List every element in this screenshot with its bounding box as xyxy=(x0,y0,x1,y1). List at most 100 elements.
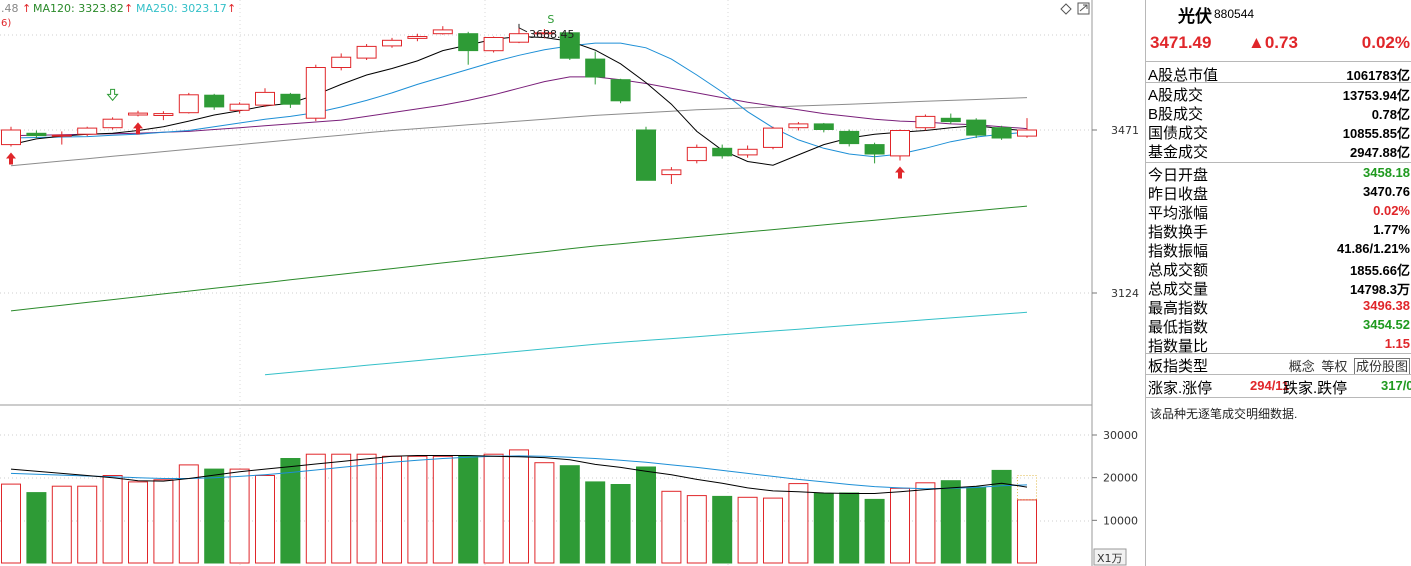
volume-ma-line xyxy=(10,455,1028,490)
quote-row-value: 1855.66亿 xyxy=(1350,263,1410,278)
divider xyxy=(1146,82,1411,83)
sell-signal-mark: S xyxy=(547,13,554,26)
candle-body xyxy=(890,130,910,157)
candle-body xyxy=(153,113,174,116)
volume-bar xyxy=(966,486,987,564)
no-tick-data-note: 该品种无逐笔成交明细数据. xyxy=(1150,407,1298,421)
candle-body xyxy=(51,134,72,137)
quote-row-label: B股成交 xyxy=(1148,106,1204,123)
volume-bar xyxy=(153,479,174,564)
quote-row-value: 1.15 xyxy=(1384,336,1410,351)
quote-row: B股成交 0.78亿 xyxy=(1146,102,1411,123)
buy-signal-arrow xyxy=(133,122,143,135)
last-price: 3471.49 xyxy=(1150,33,1212,52)
candle-body xyxy=(534,32,555,35)
volume-bar xyxy=(991,469,1012,564)
volume-bar xyxy=(788,483,809,564)
volume-bar xyxy=(534,462,555,564)
candle-body xyxy=(712,147,733,157)
volume-bar xyxy=(610,484,631,564)
quote-row-label: 平均涨幅 xyxy=(1148,205,1209,222)
quote-row: A股成交 13753.94亿 xyxy=(1146,83,1411,104)
quote-row: 最低指数 3454.52 xyxy=(1146,315,1411,336)
quote-row: 总成交量 14798.3万 xyxy=(1146,277,1411,298)
rise-fall-row: 涨家.涨停 294/11 跌家.跌停 317/0 xyxy=(1146,376,1411,397)
candle-body xyxy=(102,118,123,129)
candle-body xyxy=(356,45,377,59)
quote-row-label: 今日开盘 xyxy=(1148,167,1209,184)
candle-body xyxy=(839,130,860,145)
index-name: 光伏 xyxy=(1178,7,1212,26)
volume-bar xyxy=(585,481,606,564)
tag-constituents[interactable]: 成份股图 xyxy=(1353,358,1410,375)
quote-row-label: 总成交量 xyxy=(1148,281,1209,298)
divider xyxy=(1146,353,1411,354)
candlestick-series: 3688.45 xyxy=(1,23,1037,185)
volume-bar xyxy=(407,455,428,564)
volume-bar xyxy=(26,492,47,564)
ma250-line xyxy=(264,311,1028,376)
sub-legend: 6) xyxy=(1,18,11,29)
volume-bar xyxy=(636,466,656,564)
candle-body xyxy=(26,132,47,137)
quote-row: 今日开盘 3458.18 xyxy=(1146,163,1411,184)
volume-tick-label: 20000 xyxy=(1103,472,1138,485)
quote-row: 最高指数 3496.38 xyxy=(1146,296,1411,317)
candle-body xyxy=(1,129,21,146)
volume-bar xyxy=(915,482,936,564)
volume-tick-label: 10000 xyxy=(1103,514,1138,527)
tag-equal-weight[interactable]: 等权 xyxy=(1321,359,1348,374)
diamond-icon[interactable] xyxy=(1060,3,1072,15)
volume-bar xyxy=(102,475,123,564)
candle-body xyxy=(204,94,225,108)
candle-body xyxy=(229,103,250,111)
volume-bar xyxy=(559,465,580,564)
candle-body xyxy=(763,127,783,148)
ma60-legend: .48 xyxy=(1,2,19,15)
chart-grid xyxy=(0,0,1093,566)
ma20-line xyxy=(10,76,1028,137)
quote-row-label: 昨日收盘 xyxy=(1148,186,1209,203)
volume-bar xyxy=(839,492,860,564)
legend-arrow: ↑ xyxy=(22,2,31,15)
quote-row: 指数换手 1.77% xyxy=(1146,220,1411,241)
volume-bars xyxy=(1,449,1037,564)
quote-row: 指数量比 1.15 xyxy=(1146,334,1411,355)
volume-bar xyxy=(940,480,961,564)
unit-box xyxy=(1093,548,1127,566)
quote-row-label: A股成交 xyxy=(1148,87,1204,104)
candle-body xyxy=(178,94,199,114)
candle-body xyxy=(509,33,529,43)
volume-bar xyxy=(686,495,707,564)
quote-row: 平均涨幅 0.02% xyxy=(1146,201,1411,222)
legend-arrow: ↑ xyxy=(124,2,133,15)
candle-body xyxy=(559,32,580,59)
fall-label: 跌家.跌停 xyxy=(1283,380,1348,397)
board-type-label: 板指类型 xyxy=(1148,358,1209,375)
divider xyxy=(1146,397,1411,398)
quote-row: 基金成交 2947.88亿 xyxy=(1146,140,1411,161)
candle-body xyxy=(737,148,758,156)
volume-bar xyxy=(1017,499,1037,564)
divider xyxy=(1146,162,1411,163)
expand-icon[interactable] xyxy=(1077,2,1090,15)
candle-body xyxy=(77,127,98,135)
quote-row: 总成交额 1855.66亿 xyxy=(1146,258,1411,279)
quote-row: 昨日收盘 3470.76 xyxy=(1146,182,1411,203)
candle-body xyxy=(128,112,148,116)
ma250-legend: MA250: 3023.17 xyxy=(136,2,227,15)
volume-ma-line xyxy=(10,455,1028,494)
tag-concept[interactable]: 概念 xyxy=(1288,359,1315,374)
volume-bar xyxy=(1,483,21,564)
candle-body xyxy=(991,127,1012,139)
candle-body xyxy=(585,58,606,78)
ma120-legend: MA120: 3323.82 xyxy=(33,2,124,15)
ma60-line xyxy=(10,97,1028,167)
volume-bar xyxy=(458,455,479,564)
volume-bar xyxy=(178,464,199,564)
candle-body xyxy=(966,119,987,136)
volume-bar xyxy=(255,475,275,564)
quote-row-value: 3454.52 xyxy=(1363,317,1410,332)
quote-row-value: 1.77% xyxy=(1373,222,1410,237)
